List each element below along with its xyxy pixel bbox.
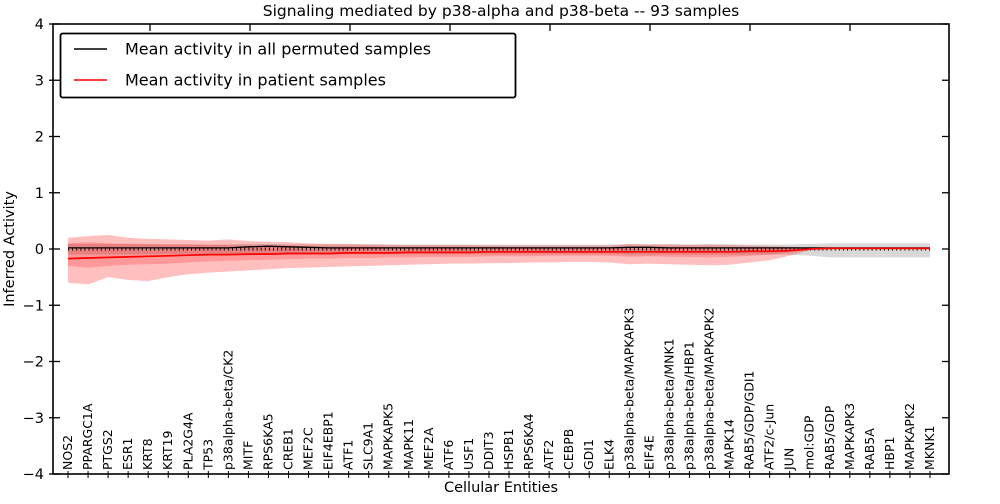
- axes-layer: [49, 23, 950, 478]
- lines-layer: [67, 245, 930, 260]
- y-tick-label: −3: [23, 411, 44, 427]
- x-category-label: RPS6KA5: [260, 413, 275, 470]
- x-category-label: RAB5/GDP: [822, 405, 837, 470]
- legend: Mean activity in all permuted samples Me…: [59, 32, 517, 99]
- x-category-label: RAB5/GDP/GDI1: [742, 371, 757, 470]
- y-tick-label: −4: [23, 467, 44, 483]
- x-category-label: ATF2/c-Jun: [762, 404, 777, 470]
- x-category-label: EIF4EBP1: [321, 411, 336, 470]
- x-category-label: EIF4E: [641, 435, 656, 470]
- x-category-label: MKNK1: [922, 426, 937, 470]
- x-category-label: ESR1: [120, 438, 135, 470]
- y-tick-label: −1: [23, 298, 44, 314]
- x-category-label: DDIT3: [481, 431, 496, 470]
- chart-title: Signaling mediated by p38-alpha and p38-…: [263, 2, 739, 20]
- x-category-label: MEF2C: [301, 427, 316, 470]
- x-category-label: p38alpha-beta/MAPKAPK2: [701, 308, 716, 471]
- x-category-label: MAPK11: [401, 419, 416, 470]
- bands-layer: [68, 234, 930, 285]
- y-tick-label: 2: [35, 130, 44, 146]
- x-category-label: MAPKAPK2: [902, 403, 917, 470]
- y-tick-label: 4: [35, 17, 44, 33]
- patient-mean-line: [67, 247, 930, 260]
- x-category-label: PPARGC1A: [80, 403, 95, 470]
- permuted-mean-line: [68, 245, 930, 249]
- x-category-label: ELK4: [601, 439, 616, 470]
- x-category-label: p38alpha-beta/CK2: [220, 350, 235, 470]
- x-category-label: RAB5A: [862, 428, 877, 470]
- x-category-label: USF1: [461, 438, 476, 470]
- x-category-label: NOS2: [60, 435, 75, 470]
- x-axis-label: Cellular Entities: [444, 480, 558, 496]
- x-category-label: mol:GDP: [802, 415, 817, 470]
- y-tick-label: 0: [35, 242, 44, 258]
- x-category-label: ATF6: [441, 440, 456, 470]
- x-category-label: CEBPB: [561, 429, 576, 470]
- x-category-label: ATF2: [541, 440, 556, 470]
- x-category-label: GDI1: [581, 439, 596, 470]
- x-category-label: MAPKAPK3: [842, 403, 857, 470]
- x-category-label: p38alpha-beta/HBP1: [681, 341, 696, 470]
- legend-label-permuted: Mean activity in all permuted samples: [125, 40, 431, 59]
- y-tick-label: 3: [35, 73, 44, 89]
- legend-label-patient: Mean activity in patient samples: [125, 71, 386, 90]
- x-category-label: KRT19: [160, 430, 175, 470]
- legend-box: [59, 32, 517, 99]
- y-tick-label: −2: [23, 355, 44, 371]
- x-category-label: ATF1: [341, 440, 356, 470]
- y-tick-label: 1: [35, 186, 44, 202]
- x-category-label: MAPK14: [722, 419, 737, 470]
- x-category-label: SLC9A1: [361, 422, 376, 470]
- x-category-label: PTGS2: [100, 429, 115, 470]
- x-category-label: MITF: [240, 441, 255, 470]
- x-category-label: PLA2G4A: [180, 412, 195, 470]
- x-category-label: MAPKAPK5: [381, 403, 396, 470]
- y-axis-label: Inferred Activity: [2, 191, 18, 307]
- x-category-label: KRT8: [140, 438, 155, 470]
- x-category-label: TP53: [200, 439, 215, 471]
- x-category-label: CREB1: [281, 428, 296, 470]
- x-category-label: p38alpha-beta/MAPKAPK3: [621, 308, 636, 471]
- x-category-label: JUN: [782, 448, 797, 471]
- x-category-label: HSPB1: [501, 429, 516, 470]
- x-category-label: p38alpha-beta/MNK1: [661, 338, 676, 470]
- x-category-label: MEF2A: [421, 427, 436, 470]
- tick-labels-layer: −4 −3 −2 −1 0 1 2 3 4 NOS2 PPARGC1A PTGS2 ESR1 KRT8 KR…: [23, 17, 937, 483]
- x-category-label: RPS6KA4: [521, 413, 536, 470]
- x-category-label: HBP1: [882, 437, 897, 470]
